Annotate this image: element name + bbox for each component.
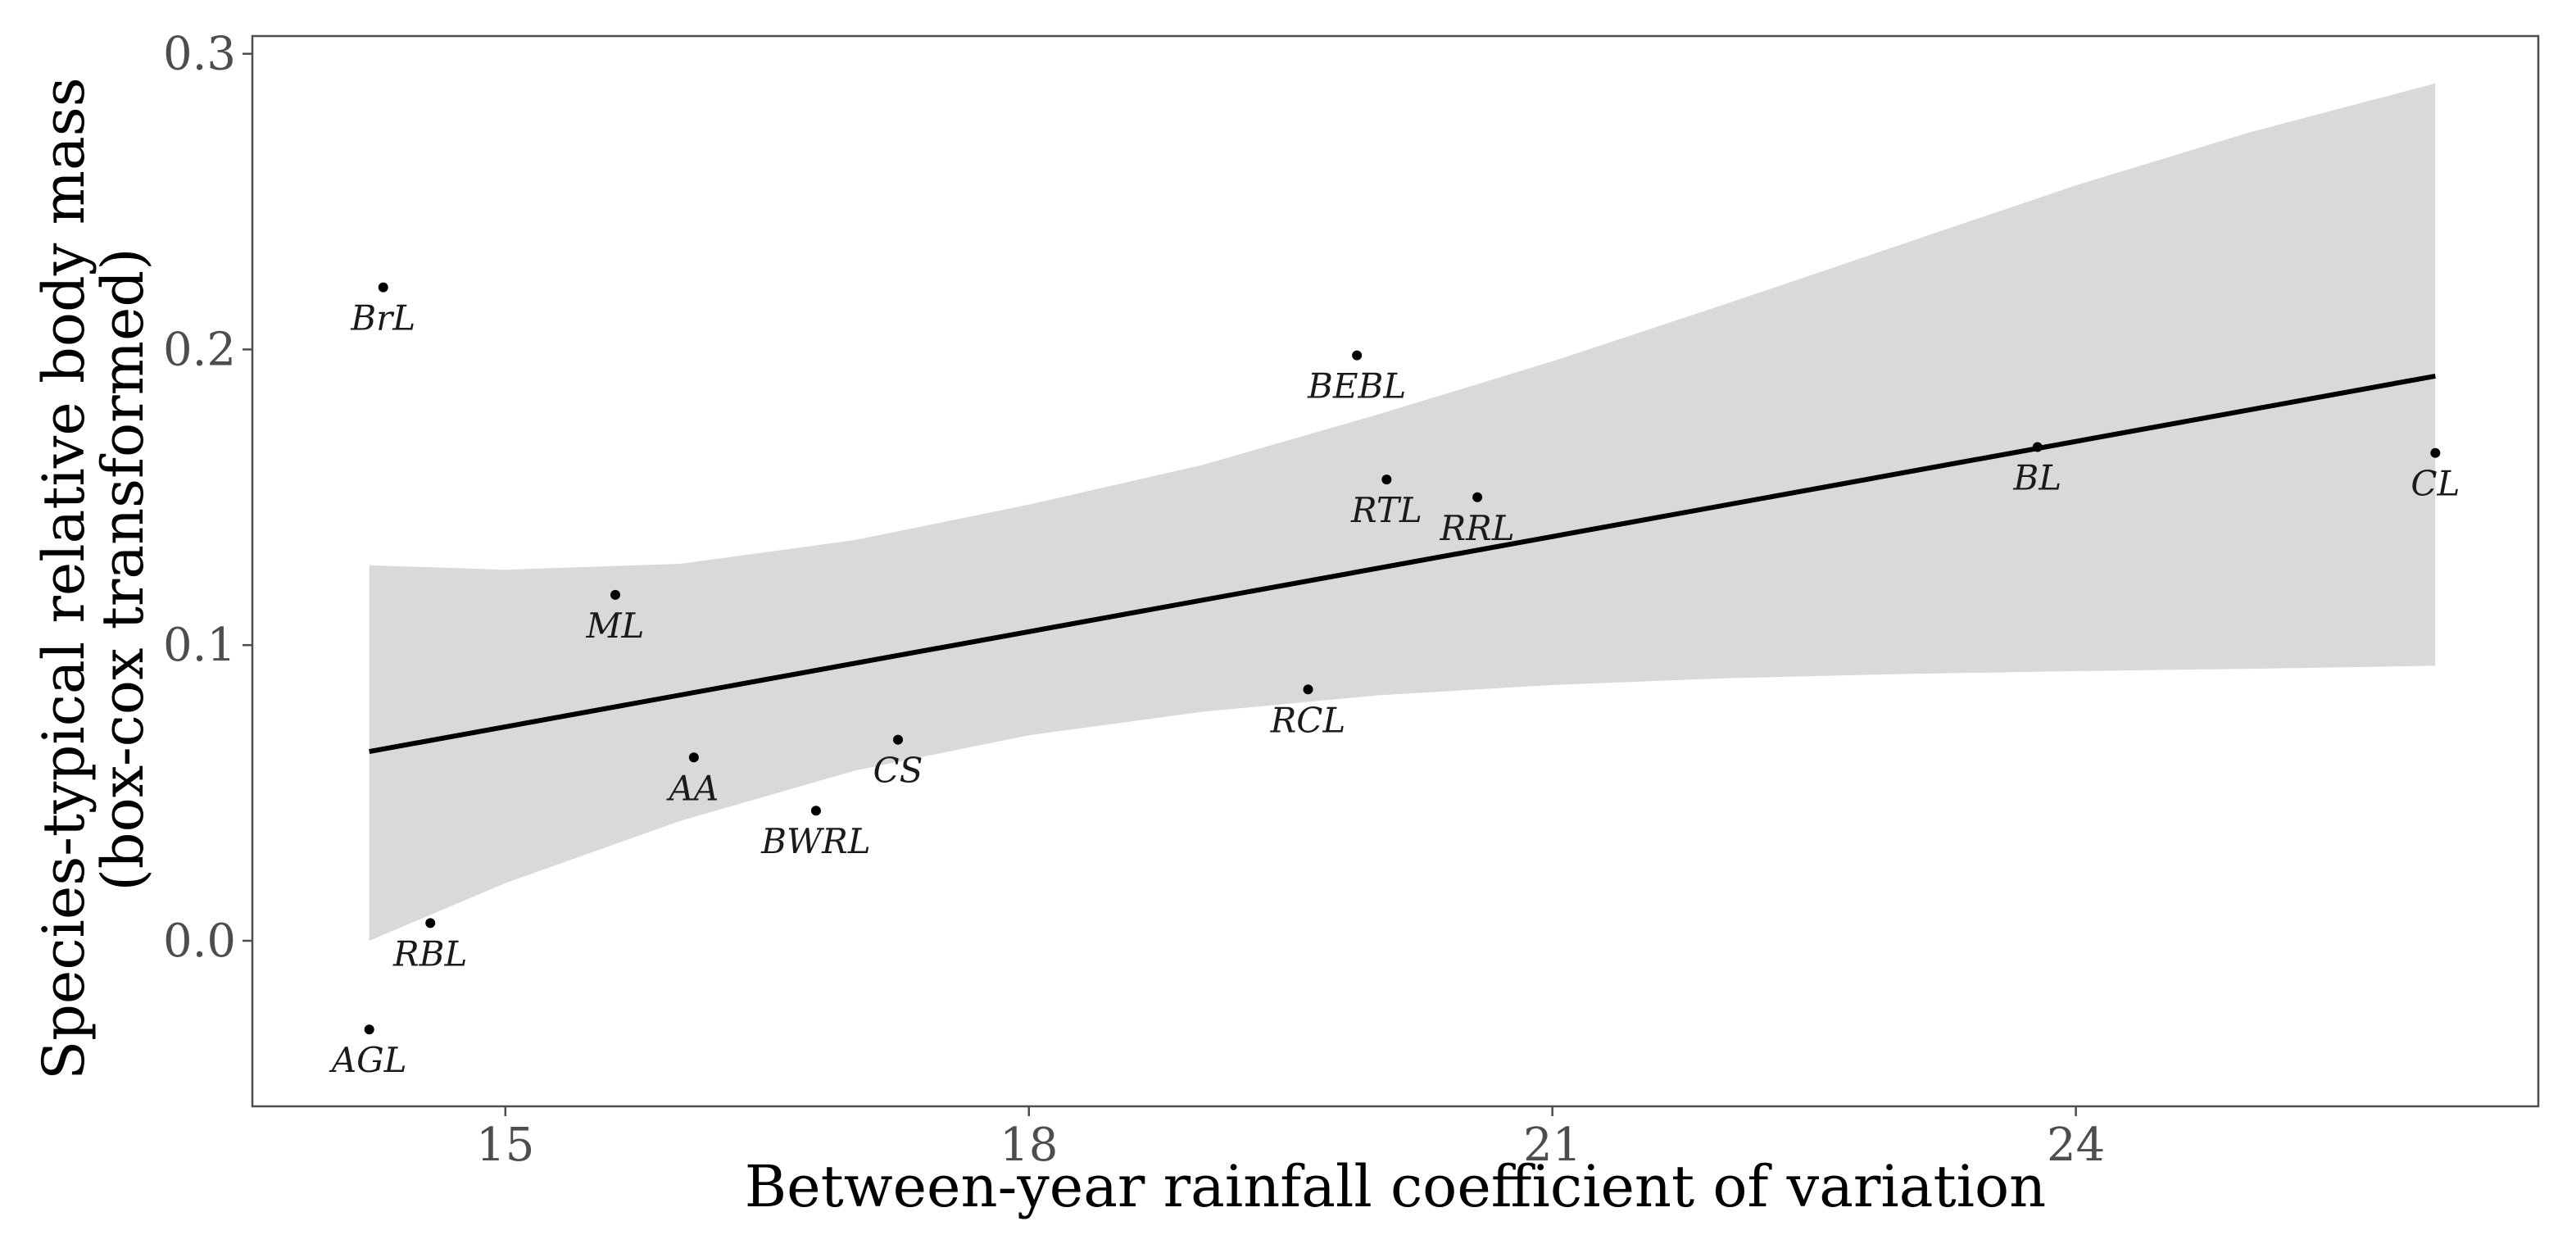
x-tick-label: 18 xyxy=(1000,1119,1058,1172)
data-point xyxy=(1352,350,1363,361)
y-axis-title: Species-typical relative body mass (box-… xyxy=(30,59,156,1080)
confidence-band xyxy=(369,83,2436,942)
point-label: RCL xyxy=(1270,700,1346,740)
frame-layer xyxy=(251,34,2540,1108)
point-label: BL xyxy=(2012,457,2061,497)
point-label: RRL xyxy=(1440,508,1515,548)
y-axis-title-line-2: (box-cox transformed) xyxy=(89,247,156,891)
data-point xyxy=(610,589,620,600)
y-tick-label: 0.3 xyxy=(163,28,236,81)
point-label: BrL xyxy=(350,298,415,338)
x-axis-title: Between-year rainfall coefficient of var… xyxy=(745,1153,2047,1220)
axis-layer: 15 18 21 24 0.0 0.1 0.2 0.3 xyxy=(163,28,2105,1172)
point-label: ML xyxy=(586,606,645,646)
data-point xyxy=(2430,447,2441,458)
data-point xyxy=(378,282,388,293)
data-point xyxy=(364,1024,374,1035)
data-point xyxy=(1381,474,1392,485)
point-label: BWRL xyxy=(760,821,871,861)
data-point xyxy=(425,918,436,928)
x-tick-label: 24 xyxy=(2047,1119,2105,1172)
data-point xyxy=(1472,492,1483,502)
x-tick-label: 21 xyxy=(1523,1119,1581,1172)
y-tick-label: 0.2 xyxy=(163,323,236,376)
band-layer xyxy=(369,83,2436,942)
y-tick-label: 0.0 xyxy=(163,915,236,968)
regression-line xyxy=(369,373,2436,755)
y-tick-label: 0.1 xyxy=(163,619,236,672)
data-point xyxy=(1303,684,1313,695)
point-label: BEBL xyxy=(1307,366,1406,406)
point-label: AGL xyxy=(329,1040,407,1080)
data-point xyxy=(688,752,699,763)
line-layer xyxy=(369,373,2436,755)
point-label: CS xyxy=(873,751,923,791)
point-label: RTL xyxy=(1350,490,1422,530)
y-axis-title-line-1: Species-typical relative body mass xyxy=(30,77,98,1080)
data-point xyxy=(893,734,904,745)
point-label: RBL xyxy=(392,933,467,974)
x-tick-label: 15 xyxy=(476,1119,534,1172)
point-label: AA xyxy=(665,768,719,808)
point-label: CL xyxy=(2410,464,2460,504)
data-point xyxy=(810,806,821,816)
plot-frame xyxy=(251,34,2540,1108)
data-point xyxy=(2032,442,2043,452)
